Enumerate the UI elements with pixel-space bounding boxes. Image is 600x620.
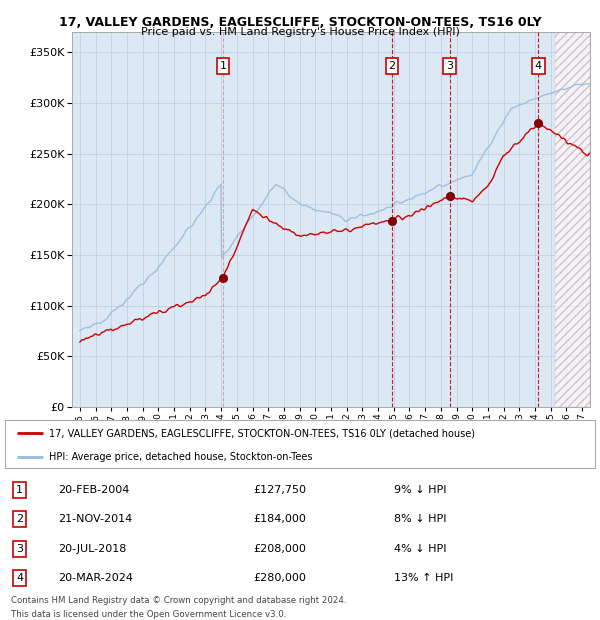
Text: 4: 4 [535, 61, 542, 71]
Text: 3: 3 [16, 544, 23, 554]
Text: 1: 1 [16, 485, 23, 495]
Text: 20-MAR-2024: 20-MAR-2024 [58, 574, 133, 583]
Text: Contains HM Land Registry data © Crown copyright and database right 2024.: Contains HM Land Registry data © Crown c… [11, 596, 346, 605]
Text: £208,000: £208,000 [253, 544, 305, 554]
Text: 2: 2 [388, 61, 395, 71]
Text: 1: 1 [220, 61, 227, 71]
Text: This data is licensed under the Open Government Licence v3.0.: This data is licensed under the Open Gov… [11, 610, 286, 619]
Text: 4% ↓ HPI: 4% ↓ HPI [394, 544, 447, 554]
Text: 17, VALLEY GARDENS, EAGLESCLIFFE, STOCKTON-ON-TEES, TS16 0LY: 17, VALLEY GARDENS, EAGLESCLIFFE, STOCKT… [59, 16, 541, 29]
Bar [556, 32, 590, 407]
Text: 2: 2 [16, 514, 23, 524]
Text: £127,750: £127,750 [253, 485, 306, 495]
Text: 8% ↓ HPI: 8% ↓ HPI [394, 514, 447, 524]
Text: 21-NOV-2014: 21-NOV-2014 [58, 514, 133, 524]
Text: HPI: Average price, detached house, Stockton-on-Tees: HPI: Average price, detached house, Stoc… [49, 453, 313, 463]
Text: 9% ↓ HPI: 9% ↓ HPI [394, 485, 447, 495]
Text: £184,000: £184,000 [253, 514, 305, 524]
Text: £280,000: £280,000 [253, 574, 305, 583]
Text: 13% ↑ HPI: 13% ↑ HPI [394, 574, 454, 583]
Text: 17, VALLEY GARDENS, EAGLESCLIFFE, STOCKTON-ON-TEES, TS16 0LY (detached house): 17, VALLEY GARDENS, EAGLESCLIFFE, STOCKT… [49, 428, 475, 438]
Text: 20-JUL-2018: 20-JUL-2018 [58, 544, 127, 554]
Text: 3: 3 [446, 61, 453, 71]
Text: 4: 4 [16, 574, 23, 583]
Text: 20-FEB-2004: 20-FEB-2004 [58, 485, 130, 495]
Text: Price paid vs. HM Land Registry's House Price Index (HPI): Price paid vs. HM Land Registry's House … [140, 27, 460, 37]
